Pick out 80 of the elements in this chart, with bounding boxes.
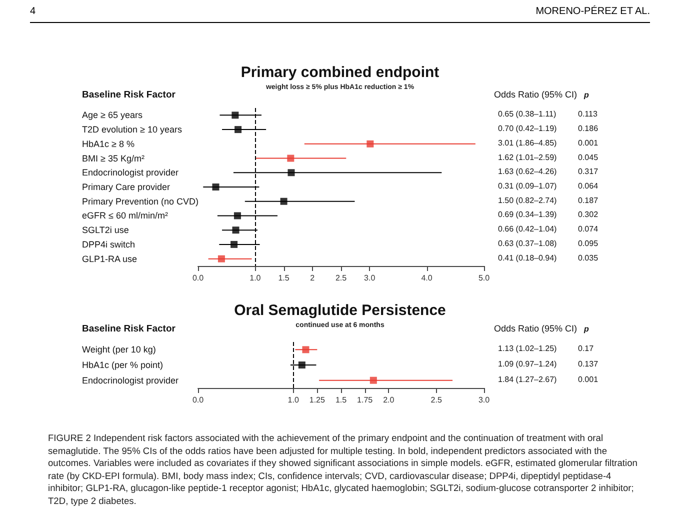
data-label: 0.69 (0.34–1.39)	[498, 210, 558, 220]
text: 0.302	[578, 210, 599, 220]
y-tick-label: Age ≥ 65 years	[82, 110, 143, 120]
point	[232, 112, 239, 119]
data-label: 1.63 (0.62–4.26)	[498, 167, 558, 176]
point	[218, 255, 225, 262]
text: 0.186	[578, 124, 599, 134]
x-tick-label: 0.0	[192, 274, 204, 282]
y-tick-label: DPP4i switch	[82, 239, 136, 250]
text: 0.317	[578, 167, 599, 176]
point	[230, 240, 238, 248]
text: p	[583, 90, 589, 100]
text: p	[583, 324, 589, 334]
data-label: 0.41 (0.18–0.94)	[498, 253, 558, 262]
x-tick-label: 1.25	[309, 396, 326, 404]
text: 0.064	[578, 182, 599, 190]
data-label: 1.09 (0.97–1.24)	[498, 360, 558, 368]
text: 4	[30, 6, 36, 17]
x-tick-label: 2	[310, 274, 316, 282]
point	[280, 198, 288, 205]
y-tick-label: HbA1c ≥ 8 %	[82, 138, 134, 149]
text: Odds Ratio (95% CI)	[494, 90, 578, 100]
text: 0.137	[578, 360, 599, 368]
chart-title: Primary combined endpoint	[240, 64, 440, 81]
x-tick-label: 4.0	[421, 274, 433, 282]
x-tick-label: 2.5	[430, 396, 442, 404]
point	[234, 126, 242, 134]
x-tick-label: 5.0	[478, 274, 490, 282]
y-axis-title: Baseline Risk Factor	[82, 324, 176, 334]
text: 0.074	[578, 224, 599, 234]
text: 0.113	[578, 110, 598, 119]
text: MORENO-PÉREZ ET AL.	[536, 6, 650, 17]
y-tick-label: GLP1-RA use	[82, 254, 138, 264]
y-tick-label: Primary Prevention (no CVD)	[82, 196, 199, 206]
point	[366, 140, 374, 148]
point	[232, 226, 240, 234]
data-label: 1.62 (1.01–2.59)	[498, 152, 558, 162]
x-tick-label: 3.0	[478, 396, 490, 404]
y-tick-label: Primary Care provider	[82, 182, 170, 192]
point	[287, 154, 294, 162]
data-label: 0.70 (0.42–1.19)	[498, 124, 558, 134]
data-label: 0.31 (0.09–1.07)	[498, 182, 558, 190]
x-tick-label: 1.5	[278, 274, 290, 282]
data-label: 0.63 (0.37–1.08)	[498, 238, 558, 248]
y-tick-label: T2D evolution ≥ 10 years	[82, 124, 182, 135]
chart-title: Oral Semaglutide Persistence	[234, 302, 446, 319]
text: 0.035	[578, 253, 599, 262]
text: 0.001	[578, 138, 599, 148]
data-label: 0.65 (0.38–1.11)	[498, 110, 556, 119]
y-tick-label: BMI ≥ 35 Kg/m²	[82, 153, 144, 164]
y-tick-label: SGLT2i use	[82, 225, 129, 236]
y-axis-title: Baseline Risk Factor	[82, 90, 176, 100]
x-tick-label: 1.5	[335, 396, 348, 404]
text: 0.045	[578, 152, 599, 162]
data-label: 3.01 (1.86–4.85)	[498, 138, 558, 148]
caption: FIGURE 2 Independent risk factors associated with the achievement of the primary endpoint and the continuation of treatment with oral semaglutide. The 95% CIs of the odds ratios have been adjusted for multiple testing. In bold, independent predictors associated with the outcomes. Variables were included as covariates if they showed significant associations in simple models. eGFR, estimated glomerular filtration rate (by CKD-EPI formula). BMI, body mass index; CIs, confidence intervals; CVD, cardiovascular disease; DPP4i, dipeptidyl peptidase-4 inhibitor; GLP1-RA, glucagon-like peptide-1 receptor agonist; HbA1c, glycated haemoglobin; SGLT2i, sodium-glucose cotransporter 2 inhibitor; T2D, type 2 diabetes.	[48, 432, 638, 507]
point	[234, 212, 241, 220]
x-tick-label: 2.0	[383, 396, 395, 404]
y-tick-label: eGFR ≤ 60 ml/min/m²	[82, 210, 168, 221]
text: 0.187	[578, 196, 599, 205]
y-tick-label: HbA1c (per % point)	[82, 360, 164, 370]
x-tick-label: 3.0	[364, 274, 376, 282]
y-tick-label: Weight (per 10 kg)	[82, 344, 156, 355]
x-tick-label: 1.75	[357, 396, 374, 404]
data-label: 0.66 (0.42–1.04)	[498, 224, 558, 234]
data-label: 1.84 (1.27–2.67)	[498, 374, 558, 384]
y-tick-label: Endocrinologist provider	[82, 375, 179, 386]
text: 0.17	[578, 344, 594, 354]
point	[288, 169, 295, 176]
x-tick-label: 0.0	[192, 396, 204, 404]
data-label: 1.13 (1.02–1.25)	[498, 344, 558, 354]
point	[212, 184, 220, 190]
x-tick-label: 1.0	[250, 274, 262, 282]
x-tick-label: 1.0	[288, 396, 300, 404]
text: 0.001	[578, 374, 599, 384]
y-tick-label: Endocrinologist provider	[82, 168, 179, 178]
x-tick-label: 2.5	[335, 274, 348, 282]
data-label: 1.50 (0.82–2.74)	[498, 196, 558, 205]
text: 0.095	[578, 238, 599, 248]
text: Odds Ratio (95% CI)	[494, 324, 578, 334]
